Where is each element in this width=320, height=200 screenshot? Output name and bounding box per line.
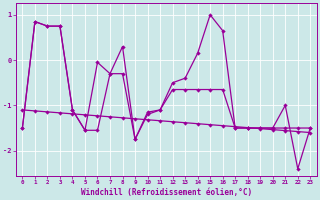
X-axis label: Windchill (Refroidissement éolien,°C): Windchill (Refroidissement éolien,°C) — [81, 188, 252, 197]
